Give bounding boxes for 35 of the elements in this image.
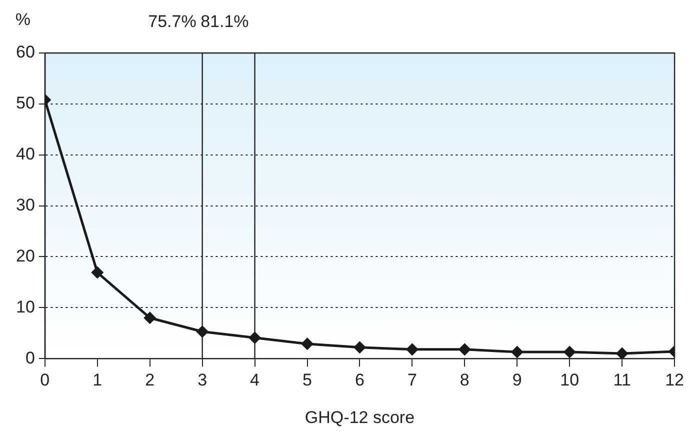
x-tick-label: 9 xyxy=(512,370,522,390)
point xyxy=(406,344,418,356)
x-tick-label: 6 xyxy=(354,370,364,390)
x-tick-label: 1 xyxy=(92,370,102,390)
point xyxy=(196,326,208,338)
x-tick-label: 10 xyxy=(560,370,580,390)
point xyxy=(249,332,261,344)
annotation: 81.1% xyxy=(200,12,249,32)
point xyxy=(144,312,156,324)
x-axis-title: GHQ-12 score xyxy=(304,408,415,428)
point xyxy=(458,344,470,356)
x-tick-label: 8 xyxy=(460,370,470,390)
point xyxy=(92,266,104,278)
x-tick-label: 3 xyxy=(198,370,208,390)
y-tick-label: 0 xyxy=(25,348,35,368)
x-tick-label: 7 xyxy=(407,370,417,390)
point xyxy=(302,338,314,350)
point xyxy=(616,348,628,359)
y-tick-label: 60 xyxy=(16,42,35,62)
y-tick-label: 20 xyxy=(16,246,35,266)
point xyxy=(511,346,523,358)
point xyxy=(564,346,576,358)
x-tick-label: 2 xyxy=(145,370,155,390)
x-tick-label: 0 xyxy=(40,370,50,390)
y-tick-label: 30 xyxy=(16,195,35,214)
point xyxy=(354,342,366,354)
y-tick-label: 10 xyxy=(16,297,35,316)
annotation: 75.7% xyxy=(148,12,196,32)
y-axis-title: % xyxy=(15,10,30,30)
x-tick-label: 4 xyxy=(250,370,260,390)
x-tick-label: 12 xyxy=(665,370,684,390)
y-tick-label: 50 xyxy=(16,94,35,113)
y-tick-label: 40 xyxy=(16,144,35,164)
x-tick-label: 5 xyxy=(302,370,312,390)
x-tick-label: 11 xyxy=(613,370,631,390)
